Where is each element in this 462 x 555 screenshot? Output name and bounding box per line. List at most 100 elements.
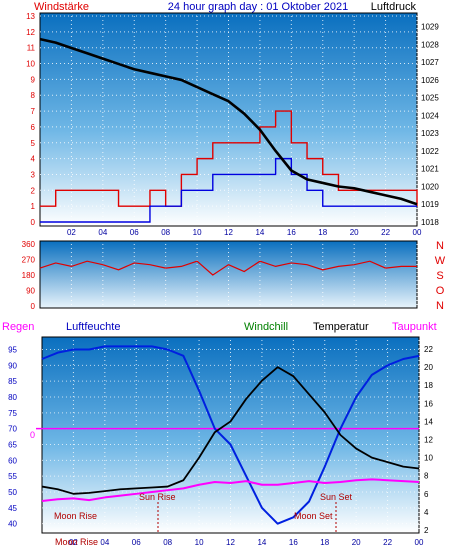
x-tick-label: 06 — [130, 228, 139, 237]
windstaerke-tick-label: 4 — [31, 155, 36, 164]
temperatur-axis: 2 4 6 8 10 12 14 16 18 20 22 — [424, 345, 433, 535]
x-tick-label: 02 — [69, 538, 78, 547]
temperatur-tick-label: 10 — [424, 454, 433, 463]
x-tick-label: 12 — [226, 538, 235, 547]
luftdruck-tick-label: 1025 — [421, 94, 439, 103]
direction-tick-label: 360 — [22, 240, 36, 249]
regen-legend: Regen — [2, 321, 34, 333]
taupunkt-series-line — [41, 478, 420, 503]
x-tick-label: 16 — [287, 228, 296, 237]
luftfeuchte-tick-label: 45 — [8, 504, 17, 513]
windstaerke-tick-label: 10 — [26, 60, 35, 69]
windstaerke-tick-label: 9 — [31, 75, 36, 84]
luftdruck-axis: 1018 1019 1020 1021 1022 1023 1024 1025 1026 1027… — [421, 23, 439, 227]
x-tick-label: 08 — [161, 228, 170, 237]
windstaerke-tick-label: 11 — [27, 44, 36, 53]
luftdruck-tick-label: 1022 — [421, 147, 439, 156]
temperatur-tick-label: 22 — [424, 345, 433, 354]
windchill-legend: Windchill — [244, 321, 288, 333]
x-tick-label: 02 — [67, 228, 76, 237]
wind-direction-axis: 0 90 180 270 360 — [22, 240, 36, 311]
x-tick-label: 14 — [257, 538, 266, 547]
direction-tick-label: 180 — [22, 271, 36, 280]
regen-zero-label: 0 — [30, 430, 35, 440]
x-tick-label: 10 — [195, 538, 204, 547]
luftdruck-tick-label: 1020 — [421, 182, 439, 191]
x-tick-label: 00 — [413, 228, 422, 237]
compass-label: O — [436, 285, 445, 297]
luftfeuchte-legend: Luftfeuchte — [66, 321, 120, 333]
x-tick-label: 08 — [163, 538, 172, 547]
sun-rise-label: Sun Rise — [139, 492, 176, 502]
wind-series-line — [40, 110, 418, 207]
wind-direction-panel — [39, 240, 418, 309]
luftdruck-tick-label: 1019 — [421, 200, 439, 209]
luftfeuchte-tick-label: 40 — [8, 520, 17, 529]
luftfeuchte-tick-label: 55 — [8, 472, 17, 481]
luftfeuchte-series-line — [41, 345, 420, 525]
luftdruck-tick-label: 1026 — [421, 76, 439, 85]
temperature-humidity-series — [36, 345, 420, 525]
windstaerke-tick-label: 1 — [31, 202, 36, 211]
x-tick-label: 06 — [132, 538, 141, 547]
x-tick-label: 04 — [100, 538, 109, 547]
temperatur-tick-label: 8 — [424, 472, 429, 481]
luftdruck-tick-label: 1029 — [421, 23, 439, 32]
wind-pressure-x-axis: 02 04 06 08 10 12 14 16 18 20 22 00 — [67, 228, 422, 237]
luftdruck-tick-label: 1018 — [421, 218, 439, 227]
luftfeuchte-tick-label: 50 — [8, 488, 17, 497]
temperatur-legend: Temperatur — [313, 321, 369, 333]
x-tick-label: 04 — [98, 228, 107, 237]
compass-label: S — [436, 270, 443, 282]
compass-label: N — [436, 300, 444, 312]
windstaerke-tick-label: 0 — [31, 218, 36, 227]
luftfeuchte-tick-label: 75 — [8, 409, 17, 418]
gust-series-line — [40, 157, 417, 223]
direction-tick-label: 90 — [26, 287, 35, 296]
luftdruck-tick-label: 1027 — [421, 58, 439, 67]
luftdruck-header-label: Luftdruck — [371, 1, 417, 13]
windstaerke-tick-label: 6 — [31, 123, 36, 132]
temperature-humidity-panel — [41, 336, 420, 534]
x-tick-label: 20 — [350, 228, 359, 237]
temperatur-tick-label: 6 — [424, 490, 429, 499]
taupunkt-legend: Taupunkt — [392, 321, 437, 333]
windstaerke-header-label: Windstärke — [34, 1, 89, 13]
compass-label: W — [435, 255, 446, 267]
x-tick-label: 12 — [224, 228, 233, 237]
direction-tick-label: 270 — [22, 256, 36, 265]
wind-direction-series — [39, 260, 417, 276]
x-tick-label: 18 — [320, 538, 329, 547]
luftdruck-tick-label: 1023 — [421, 129, 439, 138]
x-tick-label: 14 — [255, 228, 264, 237]
windstaerke-tick-label: 8 — [31, 91, 36, 100]
luftfeuchte-tick-label: 65 — [8, 441, 17, 450]
x-tick-label: 16 — [289, 538, 298, 547]
sun-set-label: Sun Set — [320, 492, 353, 502]
wind-direction-series-line — [39, 260, 417, 276]
luftdruck-tick-label: 1028 — [421, 40, 439, 49]
luftdruck-tick-label: 1024 — [421, 111, 439, 120]
x-tick-label: 10 — [193, 228, 202, 237]
moon-set-label: Moon Set — [294, 511, 333, 521]
windstaerke-tick-label: 12 — [26, 28, 35, 37]
luftfeuchte-tick-label: 70 — [8, 425, 17, 434]
x-tick-label: 20 — [352, 538, 361, 547]
wind-pressure-series — [39, 37, 418, 223]
moon-rise-label: Moon Rise — [54, 511, 97, 521]
temperatur-tick-label: 12 — [424, 436, 433, 445]
luftfeuchte-tick-label: 80 — [8, 393, 17, 402]
windstaerke-tick-label: 2 — [31, 186, 36, 195]
graph-title: 24 hour graph day : 01 Oktober 2021 — [168, 1, 348, 13]
x-tick-label: 00 — [415, 538, 424, 547]
x-tick-label: 22 — [383, 538, 392, 547]
windstaerke-tick-label: 7 — [31, 107, 36, 116]
luftfeuchte-tick-label: 95 — [8, 346, 17, 355]
x-tick-label: 18 — [318, 228, 327, 237]
temperatur-tick-label: 14 — [424, 417, 433, 426]
temperatur-tick-label: 18 — [424, 381, 433, 390]
